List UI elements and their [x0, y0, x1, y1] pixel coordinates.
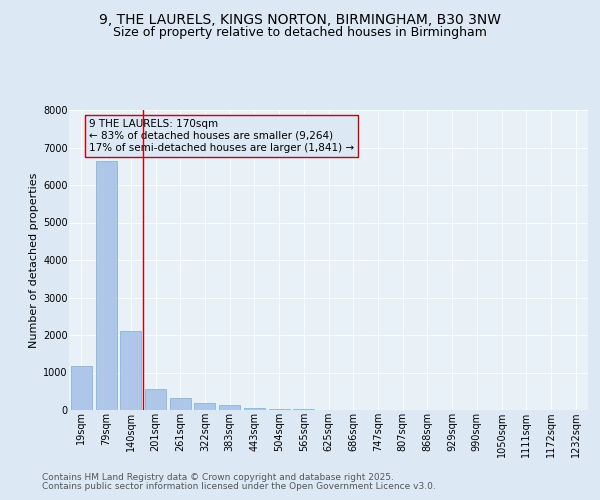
- Bar: [293, 409, 314, 410]
- Bar: [145, 389, 166, 410]
- Text: Size of property relative to detached houses in Birmingham: Size of property relative to detached ho…: [113, 26, 487, 39]
- Bar: [71, 366, 92, 410]
- Text: Contains HM Land Registry data © Crown copyright and database right 2025.: Contains HM Land Registry data © Crown c…: [42, 474, 394, 482]
- Text: Contains public sector information licensed under the Open Government Licence v3: Contains public sector information licen…: [42, 482, 436, 491]
- Bar: [269, 409, 290, 410]
- Bar: [95, 160, 116, 410]
- Text: 9, THE LAURELS, KINGS NORTON, BIRMINGHAM, B30 3NW: 9, THE LAURELS, KINGS NORTON, BIRMINGHAM…: [99, 12, 501, 26]
- Bar: [194, 403, 215, 410]
- Y-axis label: Number of detached properties: Number of detached properties: [29, 172, 39, 348]
- Bar: [244, 408, 265, 410]
- Bar: [120, 331, 141, 410]
- Bar: [170, 398, 191, 410]
- Bar: [219, 405, 240, 410]
- Text: 9 THE LAURELS: 170sqm
← 83% of detached houses are smaller (9,264)
17% of semi-d: 9 THE LAURELS: 170sqm ← 83% of detached …: [89, 120, 354, 152]
